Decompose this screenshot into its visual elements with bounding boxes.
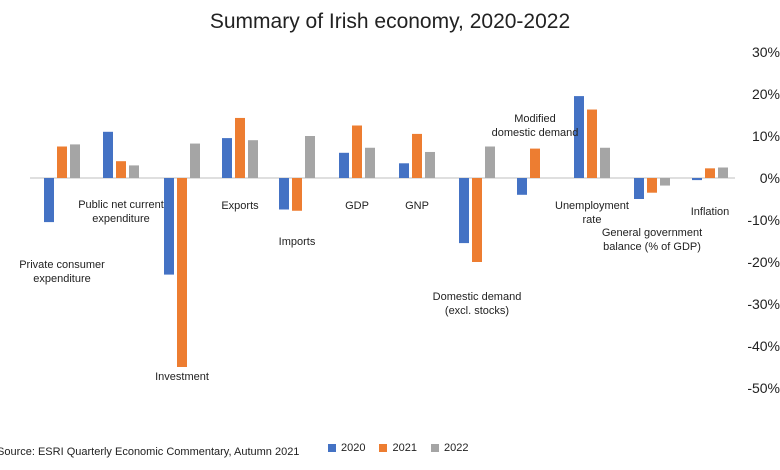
bar-2020-11 xyxy=(692,178,702,181)
legend-label-2020: 2020 xyxy=(341,442,366,454)
bar-2022-5 xyxy=(365,147,375,178)
bar-2020-7 xyxy=(459,178,469,244)
legend-swatch-2020 xyxy=(328,444,336,452)
category-label: expenditure xyxy=(92,213,150,225)
category-label: GNP xyxy=(405,200,429,212)
category-label: General government xyxy=(602,227,702,239)
bar-2020-5 xyxy=(339,152,349,178)
bar-2022-10 xyxy=(660,178,670,186)
bar-2021-3 xyxy=(235,117,245,178)
bar-2021-2 xyxy=(177,178,187,367)
category-label: domestic demand xyxy=(492,127,579,139)
bar-2020-2 xyxy=(164,178,174,275)
bar-2020-8 xyxy=(517,178,527,195)
bar-2021-8 xyxy=(530,148,540,178)
category-label: Imports xyxy=(279,236,316,248)
bar-2022-9 xyxy=(600,147,610,178)
category-label: GDP xyxy=(345,200,369,212)
category-label: Public net current xyxy=(78,199,164,211)
bar-2021-6 xyxy=(412,133,422,178)
bar-2022-11 xyxy=(718,167,728,178)
category-label: Inflation xyxy=(691,206,730,218)
bar-2022-4 xyxy=(305,136,315,178)
bar-2021-4 xyxy=(292,178,302,211)
bar-2020-3 xyxy=(222,138,232,178)
bar-2021-1 xyxy=(116,161,126,178)
legend-swatch-2021 xyxy=(379,444,388,452)
y-tick-label: 0% xyxy=(760,170,780,186)
category-label: balance (% of GDP) xyxy=(603,241,701,253)
bar-2020-9 xyxy=(574,96,584,178)
bar-2021-7 xyxy=(472,178,482,262)
y-tick-label: 20% xyxy=(752,86,780,102)
bar-2020-4 xyxy=(279,178,289,210)
y-tick-label: 30% xyxy=(752,44,780,60)
category-label: Unemployment xyxy=(555,200,629,212)
bar-2022-0 xyxy=(70,144,80,178)
legend-label-2022: 2022 xyxy=(443,442,469,454)
legend-label-2021: 2021 xyxy=(392,442,417,454)
bar-2020-10 xyxy=(634,178,644,199)
legend-item-2022: 2022 xyxy=(430,442,469,454)
bar-2021-10 xyxy=(647,178,657,193)
category-label: Investment xyxy=(155,371,209,383)
legend: 2020 2021 2022 xyxy=(328,442,468,454)
category-label: Exports xyxy=(221,200,259,212)
legend-swatch-2022 xyxy=(430,444,439,452)
bar-2022-1 xyxy=(129,165,139,178)
bar-2020-1 xyxy=(103,131,113,178)
y-tick-label: -40% xyxy=(747,338,780,354)
bar-2021-0 xyxy=(57,146,67,178)
y-tick-label: 10% xyxy=(752,128,780,144)
y-tick-label: -10% xyxy=(747,212,780,228)
category-label: Private consumer xyxy=(19,259,105,271)
category-label: Modified xyxy=(514,113,556,125)
y-tick-label: -50% xyxy=(747,380,780,396)
legend-item-2020: 2020 xyxy=(328,442,365,454)
bar-2022-2 xyxy=(190,143,200,178)
category-label: rate xyxy=(583,214,602,226)
bar-2021-11 xyxy=(705,168,715,178)
bar-2021-9 xyxy=(587,109,597,178)
chart-title: Summary of Irish economy, 2020-2022 xyxy=(209,10,571,33)
bar-2020-6 xyxy=(399,163,409,178)
bar-2020-0 xyxy=(44,178,54,223)
bar-2022-3 xyxy=(248,140,258,178)
bar-2022-7 xyxy=(485,146,495,178)
legend-item-2021: 2021 xyxy=(379,442,417,454)
source-note: Source: ESRI Quarterly Economic Commenta… xyxy=(0,446,300,458)
category-label: expenditure xyxy=(33,273,91,285)
y-tick-label: -20% xyxy=(747,254,780,270)
category-label: (excl. stocks) xyxy=(445,305,509,317)
category-label: Domestic demand xyxy=(433,291,522,303)
y-tick-label: -30% xyxy=(747,296,780,312)
bar-2022-6 xyxy=(425,151,435,178)
bar-2021-5 xyxy=(352,125,362,178)
